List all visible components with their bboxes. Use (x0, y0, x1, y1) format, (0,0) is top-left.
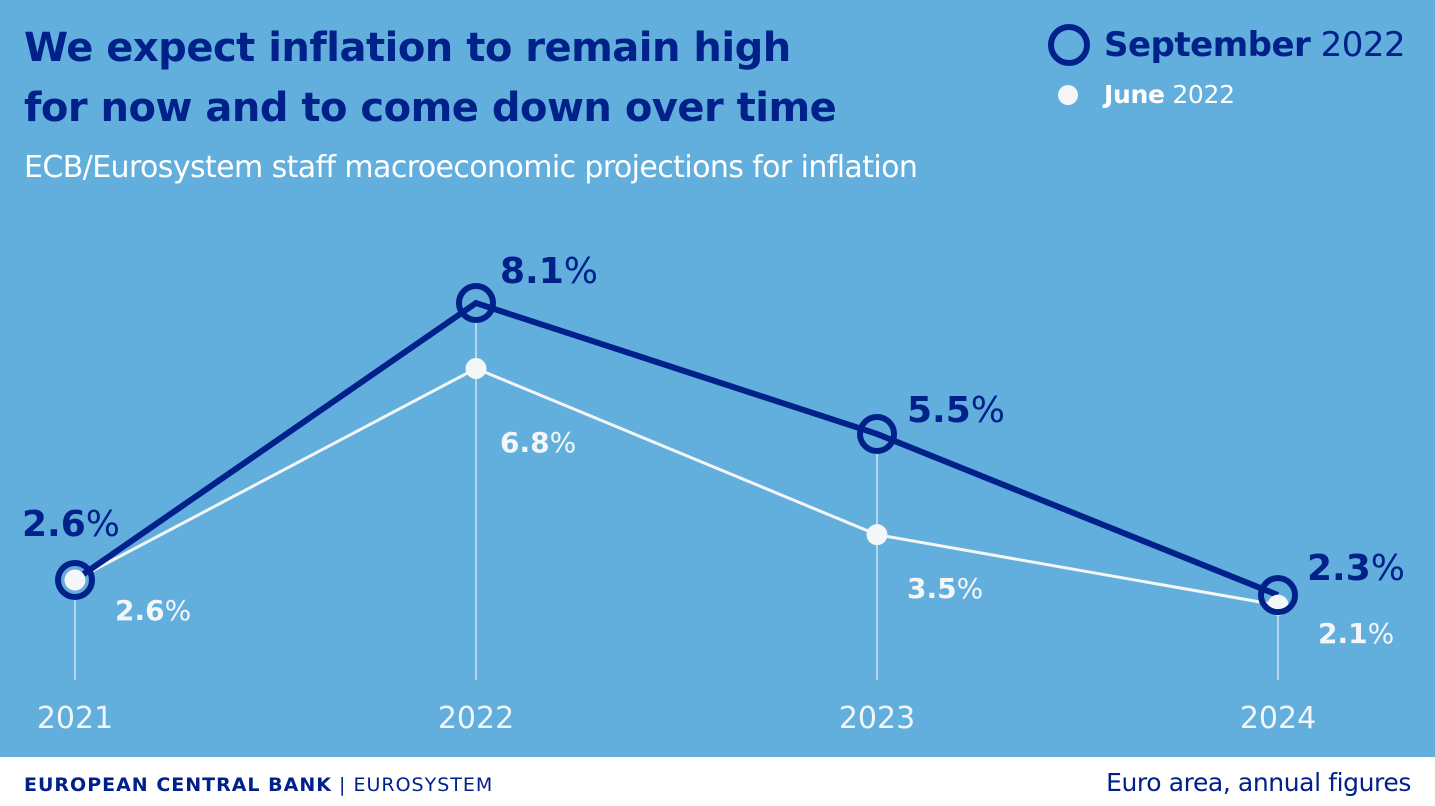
point-september-2022 (456, 283, 496, 324)
ring-marker-icon (1048, 24, 1090, 66)
x-tick-label-2021: 2021 (37, 701, 113, 736)
data-label-september-2021: 2.6% (22, 504, 120, 545)
data-label-september-2023: 5.5% (907, 390, 1005, 431)
point-september-2024 (1258, 575, 1298, 616)
series-line-september (73, 299, 1280, 598)
ecb-logo-text: EUROPEAN CENTRAL BANK | EUROSYSTEM (24, 774, 493, 796)
org-separator: | (339, 774, 347, 796)
point-june-2023 (866, 524, 888, 546)
legend-item-september: September 2022 (1048, 24, 1406, 66)
point-june-2021 (64, 569, 86, 591)
legend-year: 2022 (1320, 25, 1406, 65)
chart-title-line-1: We expect inflation to remain high (24, 25, 791, 71)
line-chart: 2.6% 8.1% 5.5% 2.3% 2.6% 6.8% 3.5% 2.1% 2021 2022… (22, 251, 1405, 736)
point-september-2021 (55, 560, 95, 600)
chart-title-line-2: for now and to come down over time (24, 85, 837, 131)
legend-year: 2022 (1172, 80, 1235, 109)
x-tick-label-2024: 2024 (1240, 701, 1316, 736)
legend-item-june: June 2022 (1058, 80, 1235, 109)
data-label-june-2022: 6.8% (500, 426, 576, 459)
series-line-june (74, 366, 1279, 607)
legend-month: June (1104, 80, 1165, 109)
data-label-june-2024: 2.1% (1318, 617, 1394, 650)
data-label-june-2021: 2.6% (115, 594, 191, 627)
footer-note: Euro area, annual figures (1106, 768, 1411, 797)
point-september-2023 (857, 413, 897, 454)
legend-label-june: June 2022 (1104, 80, 1235, 109)
point-june-2022 (465, 357, 487, 379)
legend-label-september: September 2022 (1104, 25, 1406, 65)
chart-title: We expect inflation to remain high for n… (24, 18, 837, 138)
chart-panel (0, 0, 1435, 757)
data-label-september-2024: 2.3% (1307, 548, 1405, 589)
legend-month: September (1104, 25, 1311, 65)
chart-subtitle: ECB/Eurosystem staff macroeconomic proje… (24, 150, 918, 185)
x-tick-label-2023: 2023 (839, 701, 915, 736)
x-tick-label-2022: 2022 (438, 701, 514, 736)
dot-marker-icon (1058, 84, 1078, 105)
data-label-june-2023: 3.5% (907, 572, 983, 605)
org-name: EUROPEAN CENTRAL BANK (24, 774, 332, 796)
data-label-september-2022: 8.1% (500, 251, 598, 292)
org-subname: EUROSYSTEM (353, 774, 494, 796)
